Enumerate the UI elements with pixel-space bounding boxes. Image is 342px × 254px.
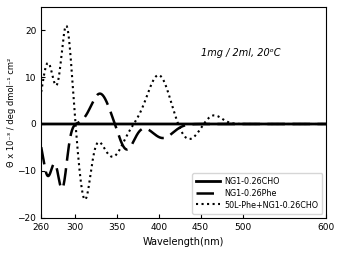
50L-Phe+NG1-0.26CHO — [316, 122, 320, 125]
50L-Phe+NG1-0.26CHO — [64, 24, 68, 27]
NG1-0.26Phe — [39, 146, 43, 149]
50L-Phe+NG1-0.26CHO — [324, 122, 328, 125]
X-axis label: Wavelength(nm): Wavelength(nm) — [143, 237, 224, 247]
NG1-0.26Phe — [178, 126, 182, 129]
50L-Phe+NG1-0.26CHO — [178, 127, 182, 130]
NG1-0.26Phe — [60, 187, 64, 190]
Line: 50L-Phe+NG1-0.26CHO: 50L-Phe+NG1-0.26CHO — [41, 26, 326, 200]
50L-Phe+NG1-0.26CHO — [171, 105, 175, 108]
NG1-0.26CHO — [324, 122, 328, 125]
NG1-0.26Phe — [264, 122, 268, 125]
NG1-0.26Phe — [324, 122, 328, 125]
NG1-0.26CHO — [316, 122, 320, 125]
NG1-0.26CHO — [170, 122, 174, 125]
Text: 1mg / 2ml, 20ᵒC: 1mg / 2ml, 20ᵒC — [201, 48, 280, 58]
Legend: NG1-0.26CHO, NG1-0.26Phe, 50L-Phe+NG1-0.26CHO: NG1-0.26CHO, NG1-0.26Phe, 50L-Phe+NG1-0.… — [192, 173, 323, 214]
50L-Phe+NG1-0.26CHO — [54, 84, 58, 87]
Y-axis label: Θ x 10⁻³ / deg dmol⁻¹ cm²: Θ x 10⁻³ / deg dmol⁻¹ cm² — [7, 58, 16, 167]
50L-Phe+NG1-0.26CHO — [39, 90, 43, 93]
NG1-0.26Phe — [98, 92, 102, 95]
50L-Phe+NG1-0.26CHO — [83, 198, 87, 201]
NG1-0.26Phe — [316, 122, 320, 125]
50L-Phe+NG1-0.26CHO — [316, 122, 320, 125]
NG1-0.26Phe — [171, 131, 175, 134]
NG1-0.26Phe — [54, 164, 58, 167]
NG1-0.26CHO — [54, 122, 58, 125]
NG1-0.26Phe — [316, 122, 320, 125]
Line: NG1-0.26Phe: NG1-0.26Phe — [41, 94, 326, 189]
NG1-0.26CHO — [264, 122, 268, 125]
50L-Phe+NG1-0.26CHO — [264, 122, 268, 125]
NG1-0.26CHO — [316, 122, 320, 125]
NG1-0.26CHO — [178, 122, 182, 125]
NG1-0.26CHO — [39, 122, 43, 125]
